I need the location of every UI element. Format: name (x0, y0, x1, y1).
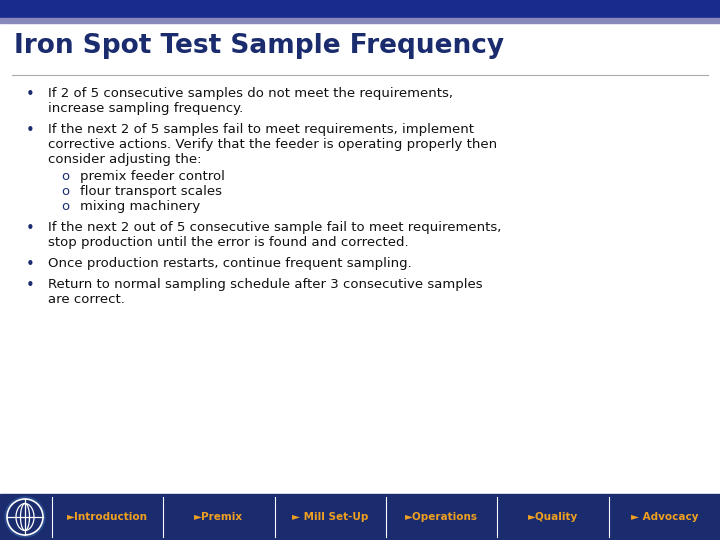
Text: Iron Spot Test Sample Frequency: Iron Spot Test Sample Frequency (14, 33, 504, 59)
Text: •: • (26, 257, 35, 272)
Text: premix feeder control: premix feeder control (80, 170, 225, 183)
Text: •: • (26, 278, 35, 293)
Text: •: • (26, 221, 35, 236)
Text: o: o (61, 170, 69, 183)
Text: Return to normal sampling schedule after 3 consecutive samples: Return to normal sampling schedule after… (48, 278, 482, 291)
Text: •: • (26, 87, 35, 102)
Text: ►Quality: ►Quality (528, 512, 578, 522)
Text: •: • (26, 123, 35, 138)
Text: flour transport scales: flour transport scales (80, 185, 222, 198)
Text: ►Premix: ►Premix (194, 512, 243, 522)
Text: ► Advocacy: ► Advocacy (631, 512, 698, 522)
Text: If the next 2 of 5 samples fail to meet requirements, implement: If the next 2 of 5 samples fail to meet … (48, 123, 474, 136)
Text: If the next 2 out of 5 consecutive sample fail to meet requirements,: If the next 2 out of 5 consecutive sampl… (48, 221, 501, 234)
Circle shape (5, 497, 45, 537)
Text: o: o (61, 185, 69, 198)
Bar (0, 494, 720, 540)
Bar (0, 18, 720, 23)
Text: corrective actions. Verify that the feeder is operating properly then: corrective actions. Verify that the feed… (48, 138, 497, 151)
Text: Once production restarts, continue frequent sampling.: Once production restarts, continue frequ… (48, 257, 412, 270)
Bar (0, 0, 720, 18)
Text: are correct.: are correct. (48, 293, 125, 306)
Text: consider adjusting the:: consider adjusting the: (48, 153, 202, 166)
Text: mixing machinery: mixing machinery (80, 200, 200, 213)
Text: increase sampling frequency.: increase sampling frequency. (48, 102, 243, 115)
Text: stop production until the error is found and corrected.: stop production until the error is found… (48, 236, 409, 249)
Circle shape (7, 499, 43, 535)
Text: ►Introduction: ►Introduction (67, 512, 148, 522)
Text: o: o (61, 200, 69, 213)
Text: If 2 of 5 consecutive samples do not meet the requirements,: If 2 of 5 consecutive samples do not mee… (48, 87, 453, 100)
Text: ►Operations: ►Operations (405, 512, 478, 522)
Text: ► Mill Set-Up: ► Mill Set-Up (292, 512, 369, 522)
